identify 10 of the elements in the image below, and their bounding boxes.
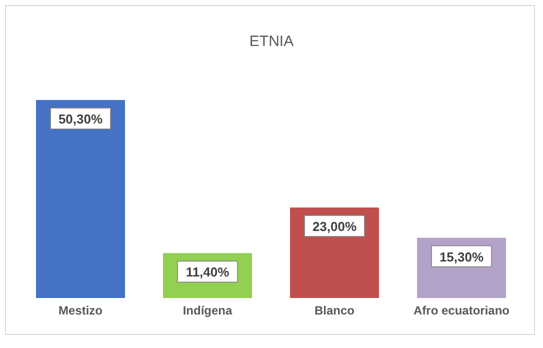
x-tick-label: Blanco <box>314 304 355 318</box>
data-label: 50,30% <box>58 112 103 126</box>
data-label: 23,00% <box>312 218 357 234</box>
x-tick-label: Indígena <box>182 304 232 318</box>
chart-title: ETNIA <box>248 33 295 50</box>
x-tick-label: Afro ecuatoriano <box>413 304 510 318</box>
bar <box>36 100 125 298</box>
data-label: 15,30% <box>439 249 484 264</box>
x-tick-label: Mestizo <box>58 304 103 318</box>
data-label: 11,40% <box>186 264 230 280</box>
